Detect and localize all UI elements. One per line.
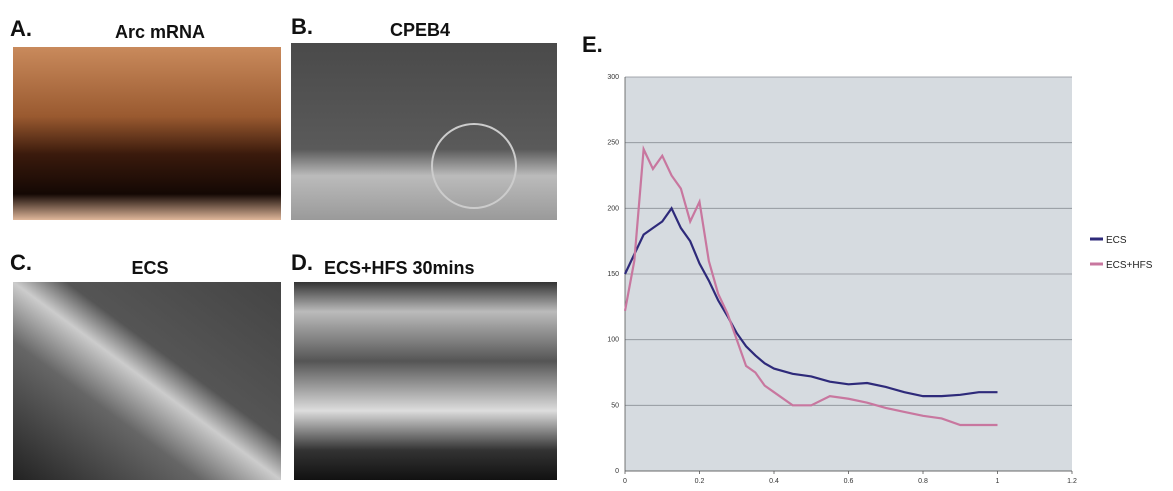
panel-label: C. — [10, 250, 32, 275]
legend-label: ECS — [1106, 235, 1127, 246]
x-tick-label: 0 — [623, 478, 627, 485]
panel-title: Arc mRNA — [115, 22, 205, 42]
y-tick-label: 250 — [607, 140, 619, 147]
x-tick-label: 0.4 — [769, 478, 779, 485]
panel-label: A. — [10, 16, 32, 41]
panel-title: ECS — [131, 258, 168, 278]
image-c — [13, 282, 281, 480]
panel-title: ECS+HFS 30mins — [324, 258, 475, 278]
series-line — [624, 206, 998, 398]
image-b — [291, 43, 557, 220]
panel-title: CPEB4 — [390, 20, 450, 40]
image-b-bubble — [431, 123, 517, 209]
panel-label: D. — [291, 250, 313, 275]
x-tick-label: 0.8 — [918, 478, 928, 485]
panel-label: B. — [291, 14, 313, 39]
y-tick-label: 0 — [615, 468, 619, 475]
x-tick-label: 1.2 — [1067, 478, 1077, 485]
image-a — [13, 47, 281, 220]
y-tick-label: 50 — [611, 402, 619, 409]
y-tick-label: 200 — [607, 205, 619, 212]
x-tick-label: 0.2 — [695, 478, 705, 485]
y-tick-label: 100 — [607, 337, 619, 344]
legend-label: ECS+HFS — [1106, 260, 1153, 271]
x-tick-label: 1 — [996, 478, 1000, 485]
y-tick-label: 150 — [607, 271, 619, 278]
chart-title: E. — [582, 32, 603, 57]
image-d — [294, 282, 557, 480]
x-tick-label: 0.6 — [844, 478, 854, 485]
series-line — [623, 145, 998, 427]
y-tick-label: 300 — [607, 74, 619, 81]
